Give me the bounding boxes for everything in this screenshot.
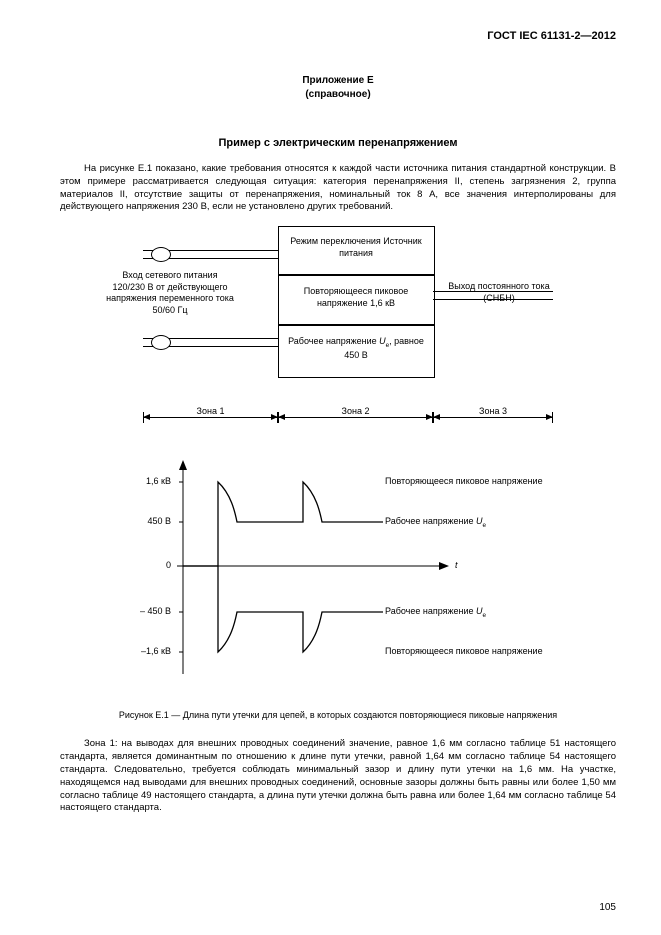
ann-up-sub: e	[483, 522, 487, 529]
zone3-label: Зона 3	[471, 406, 515, 416]
ann-up-pre: Рабочее напряжение	[385, 516, 476, 526]
zone2-dim: Зона 2	[278, 410, 433, 426]
box-bot-label: Рабочее напряжение Ue, равное 450 В	[286, 336, 426, 361]
ann-upper: Рабочее напряжение Ue	[385, 516, 486, 529]
zone1-paragraph: Зона 1: на выводах для внешних проводных…	[60, 738, 616, 815]
t-axis-label: t	[455, 560, 458, 570]
ytick-1: 1,6 кВ	[123, 476, 171, 486]
page-number: 105	[599, 902, 616, 913]
intro-paragraph: На рисунке Е.1 показано, какие требовани…	[60, 163, 616, 214]
voltage-graph: 1,6 кВ 450 В 0 – 450 В –1,6 кВ t Повторя…	[123, 454, 553, 694]
box-mid-l2: напряжение 1,6 кВ	[317, 298, 395, 308]
figure-caption: Рисунок Е.1 — Длина пути утечки для цепе…	[60, 710, 616, 720]
annex-heading: Приложение Е (справочное)	[60, 74, 616, 101]
ytick-3: 0	[123, 560, 171, 570]
ytick-5: –1,6 кВ	[123, 646, 171, 656]
right-output-label: Выход постоянного тока (СНБН)	[445, 281, 553, 304]
ann-bottom: Повторяющееся пиковое напряжение	[385, 646, 543, 656]
ann-dn-sub: e	[483, 612, 487, 619]
annex-line1: Приложение Е	[302, 75, 373, 86]
box-mid-l1: Повторяющееся пиковое	[304, 286, 408, 296]
zone3-dim: Зона 3	[433, 410, 553, 426]
left-input-label: Вход сетевого питания 120/230 В от дейст…	[105, 270, 235, 316]
block-diagram: Режим переключения Источник питания Повт…	[123, 226, 553, 436]
annex-line2: (справочное)	[305, 89, 370, 100]
ann-lower: Рабочее напряжение Ue	[385, 606, 486, 619]
section-title: Пример с электрическим перенапряжением	[60, 137, 616, 149]
doc-header: ГОСТ IEC 61131-2—2012	[60, 30, 616, 42]
zone2-label: Зона 2	[334, 406, 378, 416]
box-mid-label: Повторяющееся пиковое напряжение 1,6 кВ	[286, 286, 426, 309]
box-bot-pre: Рабочее напряжение	[288, 336, 379, 346]
graph-svg	[123, 454, 553, 694]
ann-top: Повторяющееся пиковое напряжение	[385, 476, 543, 486]
ytick-4: – 450 В	[123, 606, 171, 616]
ytick-2: 450 В	[123, 516, 171, 526]
zone1-label: Зона 1	[189, 406, 233, 416]
box-top-label: Режим переключения Источник питания	[286, 236, 426, 259]
zone1-dim: Зона 1	[143, 410, 278, 426]
ann-dn-pre: Рабочее напряжение	[385, 606, 476, 616]
